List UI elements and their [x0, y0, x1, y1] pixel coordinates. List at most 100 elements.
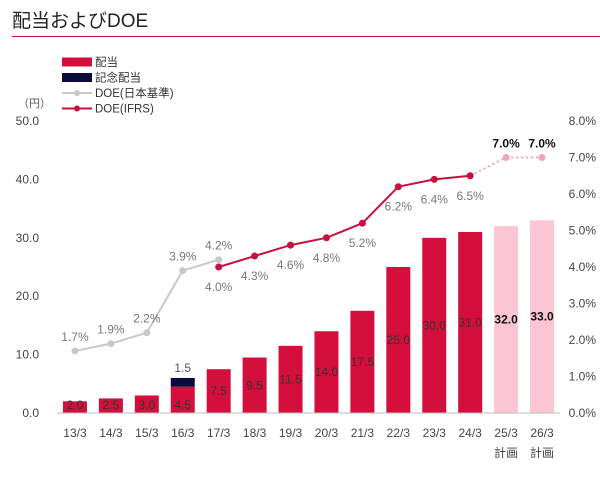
line-point-1: [466, 172, 474, 180]
line-point-0: [179, 267, 187, 275]
bar: [458, 231, 483, 413]
line-point-label-1: 7.0%: [528, 137, 556, 151]
bar-value-label: 33.0: [530, 310, 554, 324]
line-segment-0: [145, 270, 184, 334]
bar: [170, 386, 195, 413]
line-series: 1.7% 1.9% 2.2% 3.9% 4.2% 4.0% 4.3% 4.6% 4.8% 5.2%…: [61, 137, 556, 355]
y2-tick-label: 6.0%: [569, 187, 597, 201]
bar: [314, 331, 339, 413]
line-point-label-1: 4.3%: [241, 269, 269, 283]
y-tick-label: 40.0: [16, 172, 40, 186]
legend-swatch-1: [62, 73, 92, 82]
bar-value-label: 2.0: [67, 398, 84, 412]
line-segment-0: [74, 342, 112, 352]
x-axis-ticks: 13/3 14/3 15/3 16/3 17/3 18/3 19/3 20/3 21/3 22/3…: [63, 426, 554, 460]
y-tick-label: 30.0: [16, 231, 40, 245]
line-point-label-1: 6.4%: [421, 192, 449, 206]
x-tick-label: 24/3: [458, 426, 482, 440]
line-point-label-0: 2.2%: [133, 312, 161, 326]
x-tick-label: 14/3: [99, 426, 123, 440]
line-segment-1: [469, 156, 507, 177]
line-point-label-1: 4.8%: [313, 251, 341, 265]
legend-marker-2: [74, 90, 80, 96]
bar-value-label: 14.0: [315, 365, 339, 379]
x-tick-label: 25/3: [494, 426, 518, 440]
y2-axis-ticks: 0.0% 1.0% 2.0% 3.0% 4.0% 5.0% 6.0% 7.0% 8.0%: [569, 114, 597, 420]
y-axis-unit-label: （円）: [18, 97, 51, 110]
bar-value-label: 9.5: [246, 378, 263, 392]
x-tick-label: 26/3: [530, 426, 554, 440]
x-tick-label: 22/3: [387, 426, 411, 440]
legend-label-3: DOE(IFRS): [95, 104, 154, 116]
line-segment-1: [290, 236, 327, 247]
title-divider: [12, 36, 600, 37]
line-point-label-1: 4.0%: [205, 280, 233, 294]
line-point-label-0: 3.9%: [169, 250, 197, 264]
y2-tick-label: 8.0%: [569, 114, 597, 128]
x-tick-label: 16/3: [171, 426, 195, 440]
bar-series: [62, 220, 555, 413]
line-segment-1: [218, 255, 255, 268]
y2-tick-label: 2.0%: [569, 333, 597, 347]
bar-value-label: 4.5: [174, 398, 191, 412]
legend-label-2: DOE(日本基準): [95, 86, 174, 100]
line-point-0: [107, 340, 115, 348]
line-segment-1: [326, 222, 363, 239]
line-point-1: [215, 263, 223, 271]
bar-value-label: 3.0: [138, 398, 155, 412]
bar-value-label: 25.0: [387, 333, 411, 347]
legend-label-1: 記念配当: [95, 71, 141, 85]
y2-tick-label: 0.0%: [569, 406, 597, 420]
bar: [422, 237, 447, 413]
bar-data-labels: 2.0 2.5 3.0 1.5 4.5 7.5 9.5 11.5 14.0 17.5 25.0 30.…: [67, 310, 554, 412]
bar-commemorative-label: 1.5: [174, 361, 191, 375]
y2-tick-label: 1.0%: [569, 370, 597, 384]
x-tick-label: 13/3: [63, 426, 87, 440]
y-tick-label: 20.0: [16, 289, 40, 303]
legend-label-0: 配当: [95, 55, 118, 69]
bar-value-label: 7.5: [210, 384, 227, 398]
line-point-1: [394, 183, 402, 191]
y2-tick-label: 4.0%: [569, 260, 597, 274]
bar: [134, 395, 159, 413]
line-point-1: [322, 234, 330, 242]
x-tick-label: 19/3: [279, 426, 303, 440]
bar-value-label: 31.0: [458, 315, 482, 329]
y2-tick-label: 3.0%: [569, 297, 597, 311]
bar: [98, 398, 123, 413]
legend-swatch-0: [62, 57, 92, 67]
bar: [206, 369, 231, 413]
line-point-1: [538, 154, 546, 161]
line-point-label-1: 6.2%: [385, 200, 413, 214]
y-tick-label: 10.0: [16, 348, 40, 362]
line-point-label-1: 4.6%: [277, 258, 305, 272]
line-point-label-1: 7.0%: [492, 137, 520, 151]
line-point-0: [215, 256, 223, 264]
line-point-0: [71, 347, 79, 355]
bar-value-label: 17.5: [351, 355, 375, 369]
line-point-1: [430, 175, 438, 183]
line-segment-1: [361, 185, 400, 224]
line-point-0: [143, 329, 151, 337]
line-point-1: [358, 219, 366, 227]
x-tick-label: 18/3: [243, 426, 267, 440]
bar: [530, 220, 555, 413]
x-tick-label: 21/3: [351, 426, 375, 440]
line-point-1: [287, 241, 295, 249]
x-tick-label: 15/3: [135, 426, 159, 440]
y-tick-label: 0.0: [22, 406, 39, 420]
line-segment-0: [110, 331, 148, 345]
line-point-label-1: 5.2%: [349, 236, 377, 250]
y-tick-label: 50.0: [16, 114, 40, 128]
line-point-1: [502, 154, 510, 161]
line-point-label-0: 1.9%: [97, 323, 125, 337]
x-tick-label: 23/3: [423, 426, 447, 440]
page-title: 配当およびDOE: [12, 11, 149, 32]
bar: [386, 267, 411, 413]
line-segment-0: [182, 258, 219, 272]
y2-tick-label: 7.0%: [569, 151, 597, 165]
bar-value-label: 11.5: [279, 372, 302, 386]
bar-value-label: 30.0: [423, 318, 447, 332]
